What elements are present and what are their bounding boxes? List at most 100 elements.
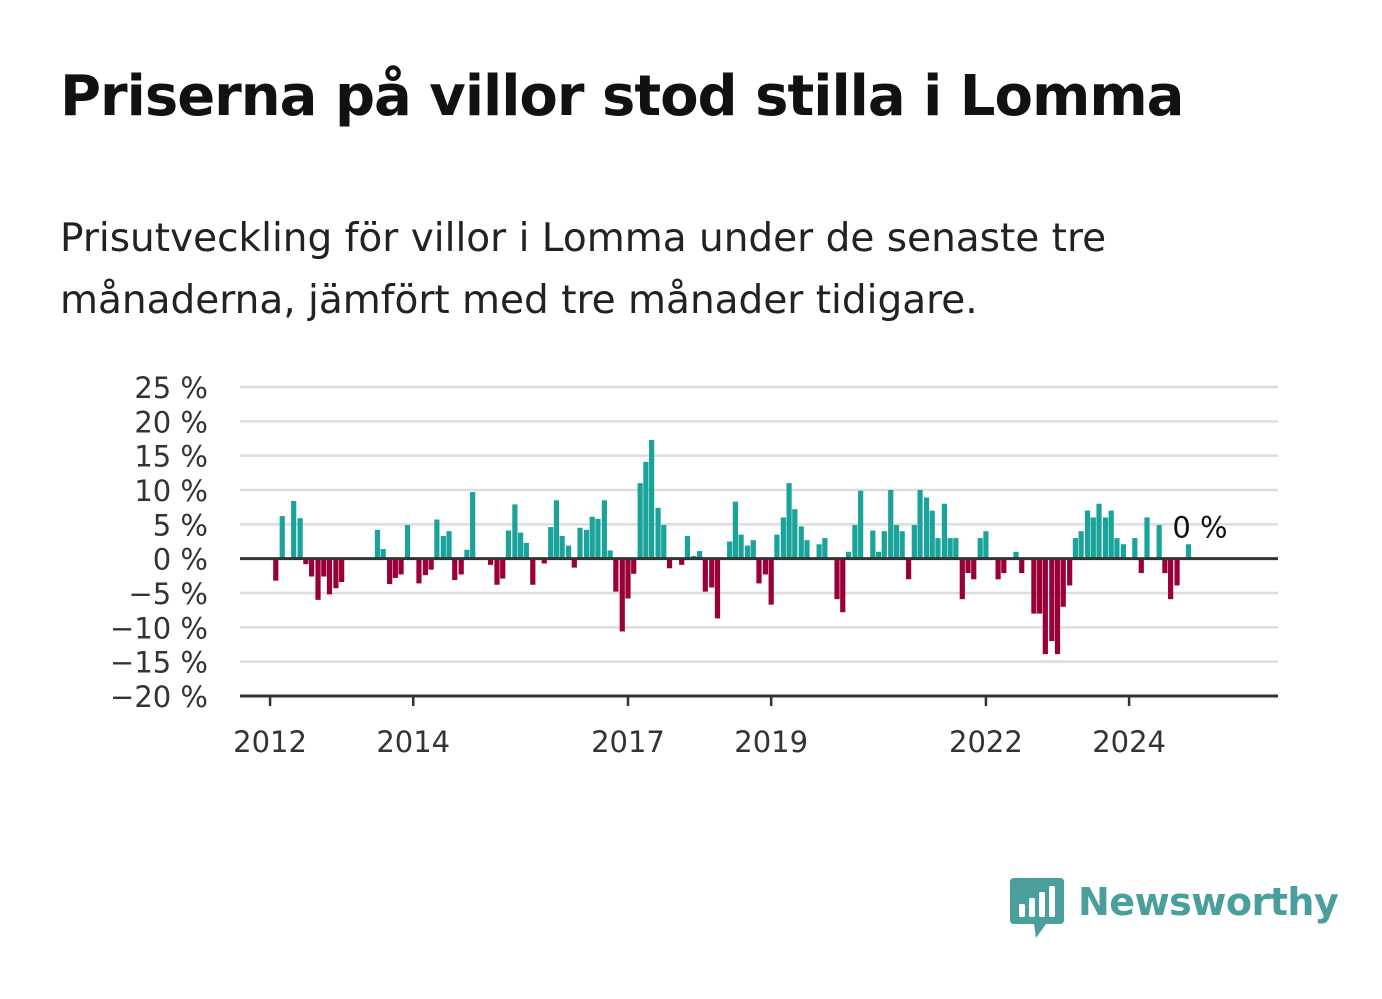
bar (655, 507, 661, 559)
bar (303, 558, 309, 565)
bar (911, 525, 917, 559)
bar (446, 531, 452, 559)
bar (977, 538, 983, 559)
y-tick-label: 20 % (134, 405, 208, 439)
bar (798, 526, 804, 559)
bar (983, 531, 989, 559)
x-tick-label: 2014 (376, 725, 450, 759)
brand-name: Newsworthy (1078, 880, 1339, 924)
bar (1049, 558, 1055, 642)
bar (649, 439, 655, 559)
y-tick-label: 25 % (134, 371, 208, 405)
bar (548, 527, 554, 559)
bars (273, 439, 1192, 655)
bar (947, 538, 953, 559)
bar (434, 519, 440, 559)
bar (339, 558, 345, 583)
bar (899, 531, 905, 559)
bar (1042, 558, 1048, 655)
bar (702, 558, 708, 592)
bar (583, 529, 590, 559)
bar (607, 550, 613, 559)
bar (744, 545, 751, 559)
bar (398, 558, 404, 575)
bar (941, 503, 948, 559)
axis-labels: 25 %20 %15 %10 %5 %0 %−5 %−10 %−15 %−20 … (110, 371, 1228, 759)
bar (326, 558, 333, 595)
bar (553, 500, 560, 559)
x-tick-label: 2019 (734, 725, 808, 759)
bar (1102, 517, 1109, 559)
bar (845, 551, 852, 559)
bar (1185, 544, 1192, 559)
bar (1037, 558, 1043, 614)
bar (374, 529, 381, 559)
bar (315, 558, 321, 600)
bar (696, 551, 703, 559)
bar (404, 525, 411, 559)
bar (953, 538, 959, 559)
latest-value-label: 0 % (1172, 511, 1227, 545)
bar (512, 504, 518, 559)
bar (613, 558, 619, 592)
bar (774, 534, 780, 559)
bar (1174, 558, 1180, 586)
bar (822, 538, 828, 559)
bar (321, 558, 327, 577)
bar (518, 532, 524, 559)
bar (333, 558, 339, 589)
bar (858, 490, 864, 559)
bar (440, 536, 446, 559)
bar (661, 525, 667, 559)
bar (666, 558, 673, 569)
bar (1120, 544, 1126, 559)
axes (240, 557, 1278, 706)
bar (852, 525, 858, 559)
bar (1108, 510, 1114, 559)
bar (505, 530, 512, 559)
bar (1072, 538, 1079, 559)
bar (881, 531, 887, 559)
bar (1144, 517, 1150, 559)
bar (738, 534, 744, 559)
bar (816, 544, 822, 559)
y-tick-label: 10 % (134, 474, 208, 508)
bar (1114, 538, 1120, 559)
bar (308, 558, 315, 577)
bar (494, 558, 500, 585)
y-tick-label: 5 % (153, 508, 208, 542)
bar (1031, 558, 1037, 614)
bar (1084, 510, 1091, 559)
bar (631, 558, 637, 574)
bar (965, 558, 971, 574)
bar (1001, 558, 1007, 574)
bar (780, 517, 786, 559)
bar (732, 501, 738, 559)
bar (470, 492, 476, 559)
bar (279, 516, 285, 559)
bar (464, 549, 470, 559)
bar (792, 509, 798, 559)
y-tick-label: −5 % (128, 577, 208, 611)
bar (601, 500, 607, 559)
bar (625, 558, 631, 599)
bar (577, 527, 583, 559)
bar (589, 516, 595, 559)
bar (1090, 517, 1096, 559)
bar (870, 530, 876, 559)
bar (387, 558, 393, 585)
newsworthy-logo: Newsworthy (1010, 878, 1339, 940)
bar (541, 558, 547, 564)
bar-chart-icon (1010, 878, 1064, 938)
bar (923, 497, 930, 559)
y-tick-label: −15 % (110, 646, 208, 680)
bar (392, 558, 398, 578)
bar (291, 500, 297, 559)
bar (416, 558, 422, 584)
bar (929, 510, 935, 559)
bar (487, 558, 494, 565)
bar (273, 558, 279, 581)
bar (709, 558, 715, 588)
bar (893, 525, 900, 559)
bar (888, 490, 894, 559)
